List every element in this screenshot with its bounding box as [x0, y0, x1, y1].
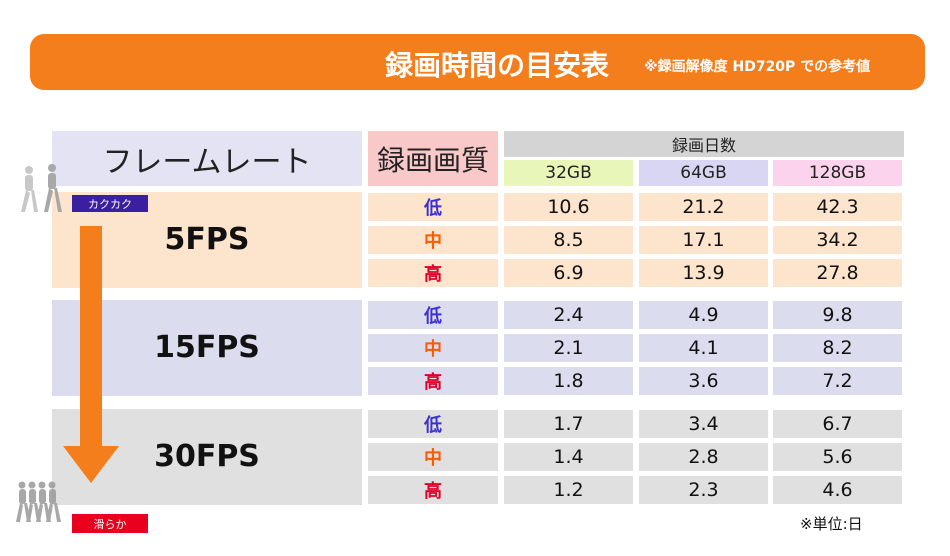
- fps-label: 5FPS: [164, 222, 250, 257]
- days-value-cell: 5.6: [773, 443, 902, 471]
- days-value-cell: 1.8: [504, 367, 633, 395]
- days-value-cell: 9.8: [773, 301, 902, 329]
- days-value-cell: 42.3: [773, 193, 902, 221]
- recording-days-header: 録画日数: [504, 131, 904, 157]
- days-value-cell: 27.8: [773, 259, 902, 287]
- unit-note: ※単位:日: [800, 515, 863, 533]
- framerate-header: フレームレート: [52, 131, 362, 186]
- title-banner: 録画時間の目安表 ※録画解像度 HD720P での参考値: [30, 34, 925, 90]
- fps-group-background: [52, 300, 362, 396]
- days-value-cell: 4.1: [639, 334, 768, 362]
- days-value-cell: 7.2: [773, 367, 902, 395]
- days-value-cell: 2.1: [504, 334, 633, 362]
- days-value-cell: 21.2: [639, 193, 768, 221]
- days-value-cell: 2.3: [639, 476, 768, 504]
- running-people-icon: [16, 481, 61, 522]
- days-value-cell: 10.6: [504, 193, 633, 221]
- fps-label: 30FPS: [154, 439, 260, 474]
- resolution-note: ※録画解像度 HD720P での参考値: [644, 59, 871, 75]
- choppy-label: カクカク: [72, 195, 148, 212]
- quality-cell: 高: [368, 476, 498, 504]
- quality-cell: 低: [368, 301, 498, 329]
- quality-cell: 中: [368, 226, 498, 254]
- days-value-cell: 8.2: [773, 334, 902, 362]
- capacity-header-64gb: 64GB: [639, 160, 768, 186]
- days-value-cell: 6.9: [504, 259, 633, 287]
- fps-label: 15FPS: [154, 330, 260, 365]
- days-value-cell: 6.7: [773, 410, 902, 438]
- walking-person-icon: [21, 166, 38, 212]
- quality-cell: 中: [368, 443, 498, 471]
- days-value-cell: 17.1: [639, 226, 768, 254]
- days-value-cell: 4.9: [639, 301, 768, 329]
- quality-cell: 低: [368, 193, 498, 221]
- days-value-cell: 2.8: [639, 443, 768, 471]
- speed-arrow-graphic: [16, 164, 119, 522]
- days-value-cell: 1.7: [504, 410, 633, 438]
- quality-header: 録画画質: [368, 131, 498, 186]
- quality-cell: 高: [368, 367, 498, 395]
- days-value-cell: 1.4: [504, 443, 633, 471]
- page-title: 録画時間の目安表: [385, 49, 610, 82]
- quality-cell: 高: [368, 259, 498, 287]
- days-value-cell: 4.6: [773, 476, 902, 504]
- days-value-cell: 13.9: [639, 259, 768, 287]
- days-value-cell: 8.5: [504, 226, 633, 254]
- days-value-cell: 1.2: [504, 476, 633, 504]
- smooth-label: 滑らか: [72, 514, 148, 533]
- days-value-cell: 34.2: [773, 226, 902, 254]
- days-value-cell: 2.4: [504, 301, 633, 329]
- quality-cell: 低: [368, 410, 498, 438]
- days-value-cell: 3.4: [639, 410, 768, 438]
- capacity-header-128gb: 128GB: [773, 160, 902, 186]
- days-value-cell: 3.6: [639, 367, 768, 395]
- capacity-header-32gb: 32GB: [504, 160, 633, 186]
- quality-cell: 中: [368, 334, 498, 362]
- down-arrow-icon: [63, 226, 119, 483]
